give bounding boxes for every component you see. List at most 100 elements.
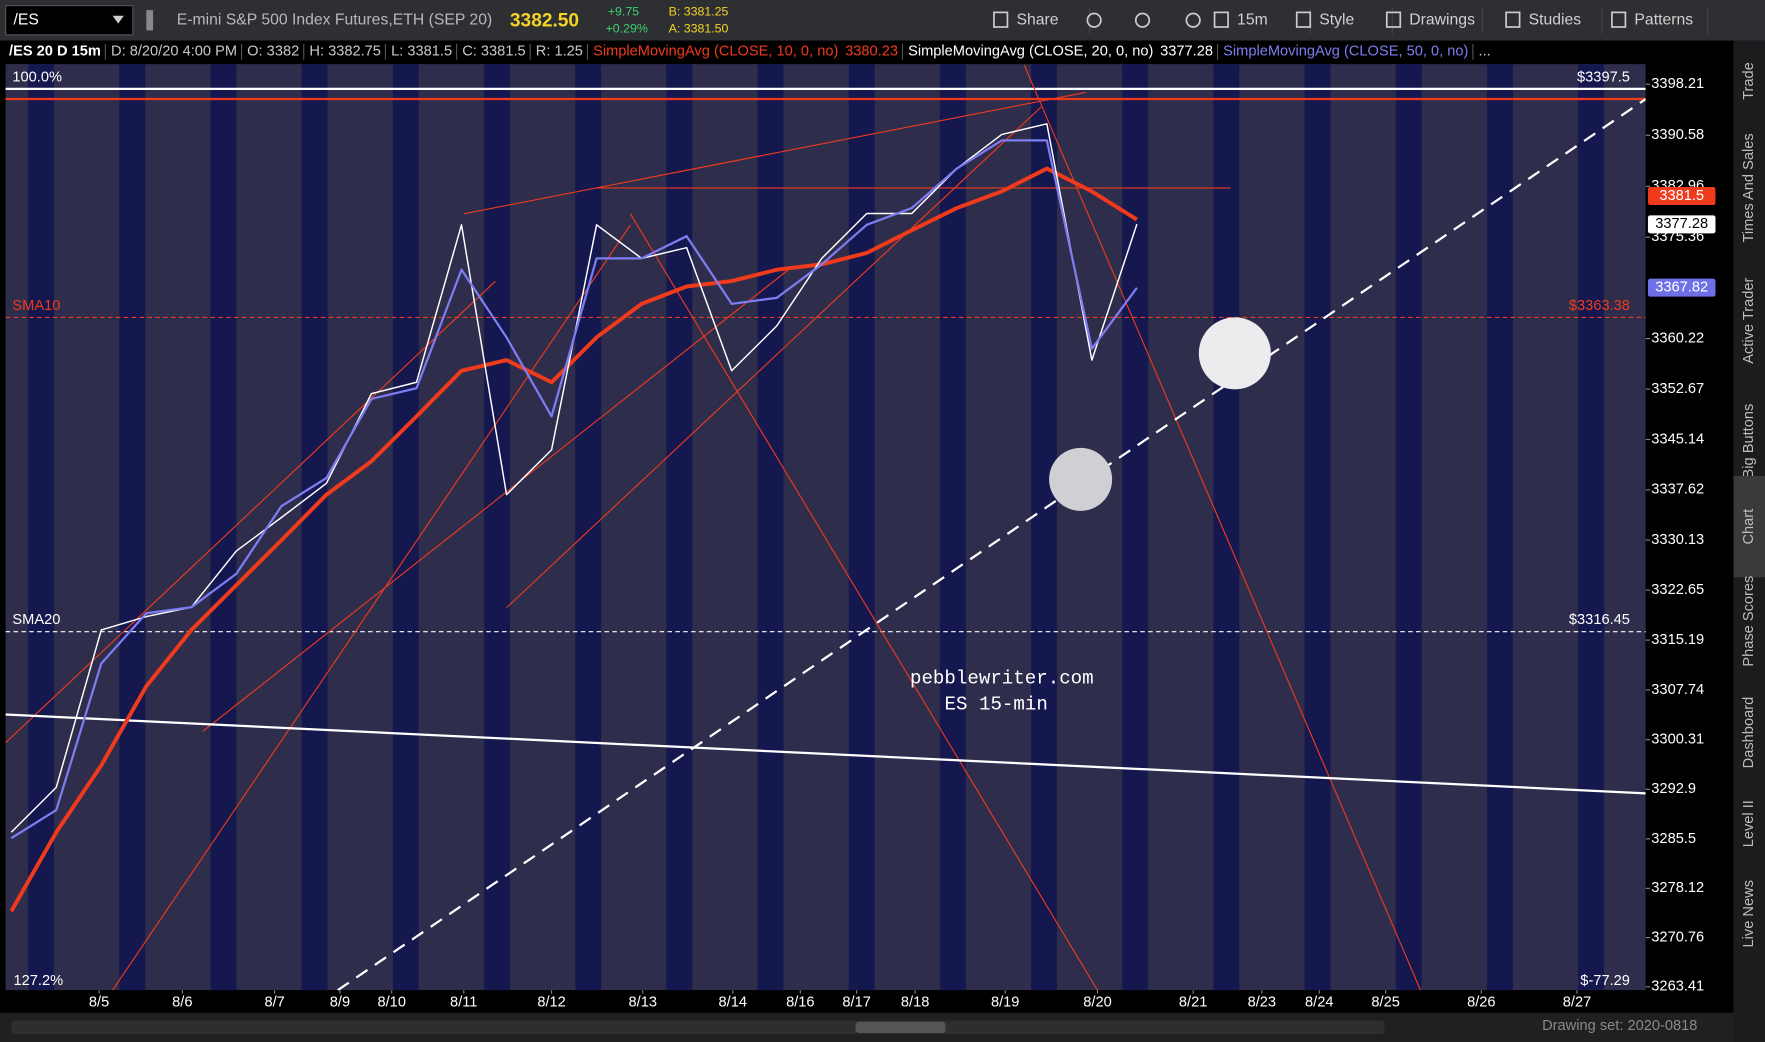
drawing-set: Drawing set: 2020-0818	[1542, 1018, 1697, 1034]
session-band	[1031, 64, 1057, 991]
header-text: SimpleMovingAvg (CLOSE, 50, 0, no)	[1223, 44, 1468, 60]
button-icon[interactable]	[993, 11, 1009, 28]
toolbar-button[interactable]: Patterns	[1611, 6, 1709, 34]
button-label[interactable]: Style	[1319, 11, 1354, 28]
y-tick-label: 3278.12	[1651, 880, 1704, 896]
x-tick-label: 8/18	[901, 994, 929, 1010]
description: E-mini S&P 500 Index Futures,ETH (SEP 20…	[177, 11, 492, 28]
session-band	[301, 64, 328, 991]
symbol-box[interactable]	[5, 5, 134, 36]
session-band	[1122, 64, 1149, 991]
session-band	[1578, 64, 1605, 991]
x-tick-label: 8/11	[450, 994, 477, 1010]
dashed-trendline	[337, 98, 1647, 992]
axes: 3398.213390.583382.963375.363360.223352.…	[89, 76, 1716, 1010]
toolbar-button[interactable]: 15m	[1213, 6, 1311, 34]
session-band	[1213, 64, 1240, 991]
session-band	[848, 64, 875, 991]
watermark: ES 15-min	[945, 693, 1048, 715]
button-icon[interactable]	[1385, 11, 1402, 28]
x-tick-label: 8/20	[1083, 994, 1111, 1010]
sidebar-tab[interactable]: Level II	[1741, 800, 1757, 847]
header-text: D: 8/20/20 4:00 PM	[111, 44, 237, 60]
session-band	[1304, 64, 1331, 991]
price-label-box	[1647, 187, 1716, 206]
reference-name: SMA20	[12, 612, 60, 628]
tool-icon[interactable]	[1185, 12, 1201, 28]
y-tick-label: 3398.21	[1651, 76, 1704, 92]
y-tick-label: 3330.13	[1651, 532, 1704, 548]
sidebar-tab[interactable]: Big Buttons	[1741, 404, 1757, 479]
session-band	[939, 64, 966, 991]
button-icon[interactable]	[1213, 11, 1229, 28]
button-label[interactable]: 15m	[1237, 11, 1268, 28]
button-label[interactable]: Share	[1016, 11, 1058, 28]
button-label[interactable]: Patterns	[1634, 11, 1693, 28]
sidebar-tab[interactable]: Active Trader	[1741, 278, 1757, 364]
sidebar-tab[interactable]: Times And Sales	[1741, 133, 1757, 242]
button-label[interactable]: Drawings	[1409, 11, 1475, 28]
x-tick-label: 8/27	[1563, 994, 1591, 1010]
button-icon[interactable]	[1611, 11, 1627, 28]
tool-icon[interactable]	[1134, 12, 1151, 28]
reference-name: SMA10	[12, 298, 60, 314]
trendline	[629, 213, 1098, 991]
trendline	[5, 280, 496, 744]
y-tick-label: 3292.9	[1651, 781, 1696, 797]
price-label-box	[1647, 215, 1716, 234]
trendline	[463, 91, 1087, 215]
scrollbar[interactable]	[11, 1020, 1385, 1035]
toolbar-button[interactable]: Studies	[1505, 6, 1603, 34]
fib-label: $-77.29	[1580, 973, 1630, 989]
sidebar-tab[interactable]: Live News	[1741, 880, 1757, 947]
sidebar-tab[interactable]: Dashboard	[1741, 697, 1757, 769]
series	[9, 123, 1138, 913]
header-text: 3380.23	[845, 44, 898, 60]
change-pct: +0.29%	[606, 22, 648, 36]
price-label: 3377.28	[1655, 216, 1708, 232]
change: +9.75	[608, 5, 639, 19]
scroll-thumb[interactable]	[855, 1021, 946, 1033]
toolbar-button[interactable]: Share	[993, 6, 1091, 34]
symbol[interactable]: /ES	[14, 11, 39, 28]
dropdown-icon[interactable]	[112, 15, 124, 24]
y-tick-label: 3390.58	[1651, 127, 1704, 143]
x-tick-label: 8/13	[629, 994, 657, 1010]
tool-icon[interactable]	[1086, 12, 1102, 28]
sidebar-tab[interactable]: Trade	[1741, 62, 1757, 100]
trendline	[1023, 65, 1422, 991]
session-band	[28, 64, 55, 991]
study-header	[0, 40, 1646, 64]
link-icon[interactable]	[146, 10, 154, 31]
button-icon[interactable]	[1505, 11, 1521, 28]
session-band	[757, 64, 784, 991]
x-tick-label: 8/19	[991, 994, 1019, 1010]
header-text: ...	[1479, 44, 1491, 60]
sidebar-tabs: Trade Times And Sales Active Trader Big But…	[1733, 62, 1765, 947]
button-label[interactable]: Studies	[1529, 11, 1582, 28]
toolbar-button[interactable]: Drawings	[1385, 6, 1484, 34]
x-tick-label: 8/16	[786, 994, 814, 1010]
y-tick-label: 3345.14	[1651, 431, 1704, 447]
series-line	[9, 166, 1138, 913]
y-tick-label: 3307.74	[1651, 682, 1704, 698]
toolbar-button[interactable]: Style	[1295, 6, 1393, 34]
x-tick-label: 8/26	[1467, 994, 1495, 1010]
button-icon[interactable]	[1295, 11, 1312, 28]
price-label: 3367.82	[1655, 280, 1708, 296]
x-tick-label: 8/6	[172, 994, 192, 1010]
reference-lines: SMA10 $3363.38 SMA20 $3316.45 100.0% $3397.5	[5, 70, 1646, 633]
session-band	[119, 64, 146, 991]
reference-value: $3397.5	[1577, 70, 1630, 86]
session-band	[1395, 64, 1422, 991]
price-label-box	[1647, 278, 1716, 297]
session-band	[666, 64, 693, 991]
sidebar-tab[interactable]: Chart	[1741, 509, 1757, 545]
bid: B: 3381.25	[669, 5, 729, 19]
header-text: SimpleMovingAvg (CLOSE, 10, 0, no)	[593, 44, 838, 60]
sidebar-tab[interactable]: Phase Scores	[1741, 576, 1757, 667]
y-tick-label: 3315.19	[1651, 632, 1704, 648]
plot-area	[5, 64, 1646, 991]
series-line	[10, 139, 1138, 840]
